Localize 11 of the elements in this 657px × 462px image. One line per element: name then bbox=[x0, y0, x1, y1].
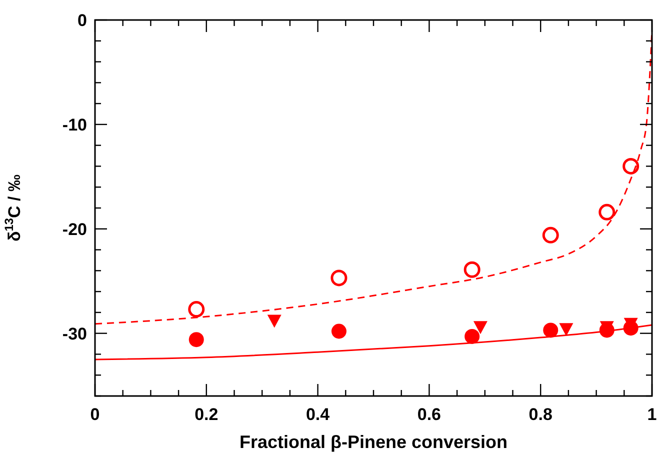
x-axis-title: Fractional β-Pinene conversion bbox=[239, 432, 508, 452]
y-tick-label: 0 bbox=[78, 10, 87, 30]
x-tick-label: 0 bbox=[90, 405, 100, 424]
y-tick-label: -30 bbox=[62, 324, 87, 344]
x-tick-label: 0.4 bbox=[306, 405, 330, 424]
x-tick-label: 0.6 bbox=[417, 405, 442, 424]
y-tick-label: -20 bbox=[62, 220, 87, 239]
y-tick-label: -10 bbox=[62, 115, 87, 134]
x-tick-label: 1 bbox=[647, 405, 657, 424]
x-tick-label: 0.2 bbox=[194, 405, 218, 424]
x-tick-label: 0.8 bbox=[528, 405, 552, 424]
